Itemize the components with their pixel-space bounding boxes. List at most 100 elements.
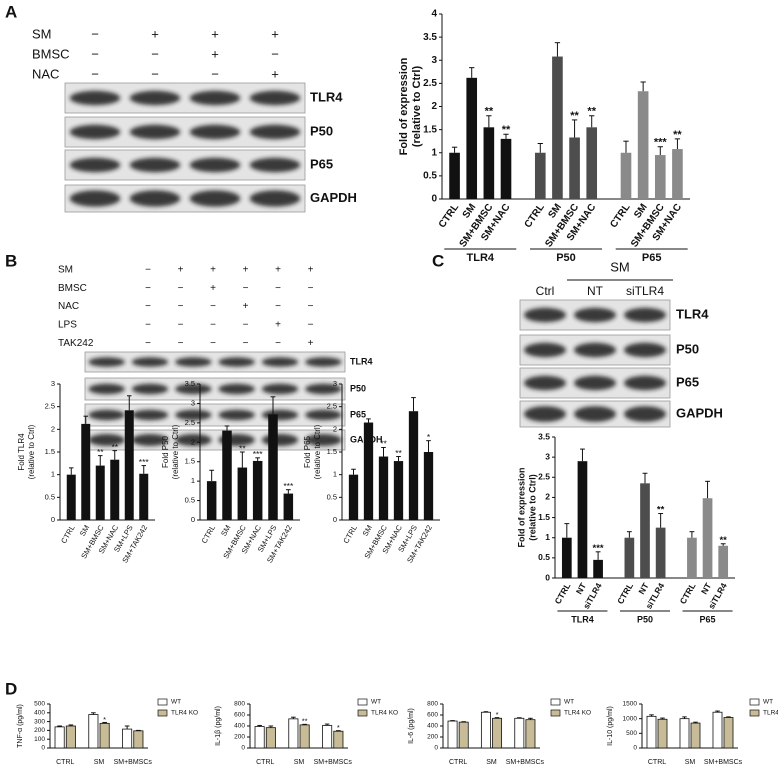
y-tick-label: 500 bbox=[626, 730, 637, 737]
condition-mark: + bbox=[211, 26, 219, 41]
x-tick-label: CTRL bbox=[449, 759, 467, 766]
band bbox=[261, 357, 299, 367]
band bbox=[189, 157, 241, 173]
bar bbox=[283, 493, 294, 520]
y-tick-label: 3 bbox=[545, 451, 550, 461]
significance: ** bbox=[502, 124, 511, 136]
band bbox=[524, 375, 566, 391]
bar bbox=[637, 91, 649, 199]
condition-label: NAC bbox=[32, 66, 59, 81]
y-tick-label: 1.5 bbox=[327, 447, 337, 456]
y-tick-label: 400 bbox=[34, 710, 45, 717]
bar bbox=[254, 726, 265, 749]
condition-mark: − bbox=[178, 320, 184, 331]
legend-swatch bbox=[357, 709, 368, 717]
y-tick-label: 600 bbox=[234, 712, 245, 719]
legend-label: WT bbox=[171, 699, 181, 706]
bar bbox=[480, 711, 491, 749]
bar bbox=[586, 127, 598, 199]
bar bbox=[640, 483, 650, 578]
bar bbox=[378, 456, 389, 520]
band bbox=[175, 434, 212, 446]
y-tick-label: 1 bbox=[431, 147, 437, 158]
condition-mark: + bbox=[271, 66, 279, 81]
y-tick-label: 800 bbox=[427, 701, 438, 708]
bar bbox=[88, 714, 99, 749]
blot-label: P65 bbox=[350, 409, 366, 419]
bar bbox=[81, 423, 91, 520]
panel-label: A bbox=[5, 2, 17, 21]
band bbox=[69, 157, 121, 173]
condition-label: SM bbox=[58, 265, 73, 276]
band bbox=[88, 357, 125, 367]
condition-mark: − bbox=[243, 338, 249, 349]
bar bbox=[95, 465, 105, 520]
bar bbox=[99, 722, 110, 749]
condition-mark: − bbox=[145, 338, 151, 349]
blot-label: TLR4 bbox=[310, 89, 343, 104]
y-tick-label: 2 bbox=[431, 101, 437, 112]
bar bbox=[206, 481, 217, 520]
condition-mark: + bbox=[210, 283, 216, 294]
condition-mark: + bbox=[211, 46, 219, 61]
significance: ** bbox=[395, 448, 402, 458]
significance: ** bbox=[719, 535, 727, 546]
significance: ** bbox=[657, 505, 665, 516]
legend-swatch bbox=[550, 698, 561, 706]
x-tick-label: SM+BMSCs bbox=[506, 759, 545, 766]
legend-swatch bbox=[550, 709, 561, 717]
band bbox=[305, 383, 342, 395]
x-tick-label: CTRL bbox=[648, 759, 666, 766]
band bbox=[624, 342, 666, 358]
band bbox=[574, 375, 616, 391]
condition-label: BMSC bbox=[58, 283, 87, 294]
group-label: P65 bbox=[700, 614, 716, 624]
y-tick-label: 200 bbox=[427, 734, 438, 741]
significance: * bbox=[103, 715, 106, 724]
condition-label: SM bbox=[32, 26, 52, 41]
bar bbox=[687, 537, 697, 578]
y-axis-label: (relative to Ctrl) bbox=[527, 474, 537, 541]
condition-label: TAK242 bbox=[58, 338, 94, 349]
y-axis-label: (relative to Ctrl) bbox=[313, 424, 322, 479]
y-tick-label: 0 bbox=[431, 194, 437, 205]
x-tick-label: SM bbox=[94, 759, 105, 766]
bar bbox=[66, 474, 76, 520]
band bbox=[131, 409, 169, 421]
condition-mark: − bbox=[211, 66, 219, 81]
bar bbox=[672, 149, 683, 199]
band bbox=[249, 190, 301, 207]
condition-mark: − bbox=[275, 301, 281, 312]
legend-swatch bbox=[357, 698, 368, 706]
legend-label: TLR4 KO bbox=[371, 710, 398, 717]
condition-mark: − bbox=[178, 283, 184, 294]
band bbox=[249, 124, 301, 140]
y-tick-label: 3 bbox=[191, 398, 195, 407]
y-axis-label: Fold of expression bbox=[398, 57, 410, 155]
significance: *** bbox=[654, 137, 668, 149]
band bbox=[261, 409, 299, 421]
x-tick-label: SM bbox=[486, 759, 497, 766]
legend-label: WT bbox=[564, 699, 574, 706]
y-tick-label: 2.5 bbox=[185, 418, 195, 427]
y-axis-label: IL-1β (pg/ml) bbox=[215, 706, 222, 746]
group-label: P50 bbox=[556, 252, 576, 264]
x-tick-label: SM bbox=[685, 759, 696, 766]
y-axis-label: TNF-α (pg/ml) bbox=[17, 704, 24, 748]
band bbox=[305, 409, 342, 421]
band bbox=[574, 342, 616, 358]
y-tick-label: 0 bbox=[191, 515, 195, 524]
lane-label: Ctrl bbox=[536, 284, 555, 298]
y-tick-label: 1000 bbox=[623, 715, 638, 722]
condition-mark: + bbox=[243, 301, 249, 312]
y-axis-label: (relative to Ctrl) bbox=[171, 424, 180, 479]
blot-label: P50 bbox=[350, 383, 366, 393]
significance: ** bbox=[111, 442, 118, 452]
bar bbox=[679, 718, 690, 749]
y-tick-label: 0 bbox=[41, 745, 45, 752]
significance: *** bbox=[283, 481, 294, 491]
band bbox=[249, 90, 301, 106]
y-tick-label: 2.5 bbox=[45, 402, 55, 411]
condition-mark: + bbox=[275, 265, 281, 276]
y-axis-label: IL-10 (pg/ml) bbox=[607, 706, 614, 746]
